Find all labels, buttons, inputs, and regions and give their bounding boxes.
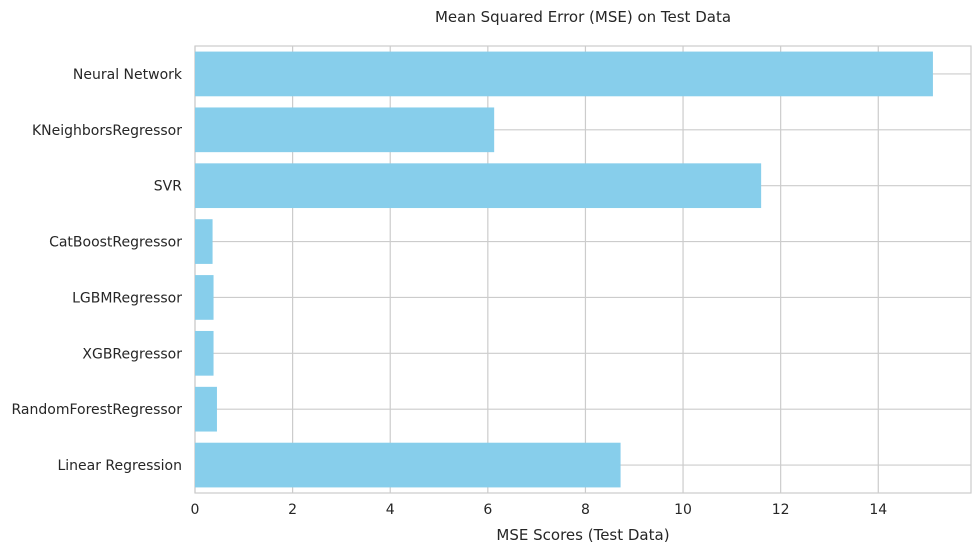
bar — [195, 442, 621, 488]
bar — [195, 107, 495, 153]
x-tick-label: 8 — [581, 502, 590, 518]
x-tick-label: 0 — [191, 502, 200, 518]
y-tick-label: KNeighborsRegressor — [32, 123, 182, 139]
x-tick-label: 12 — [772, 502, 790, 518]
y-tick-labels: Linear Regression RandomForestRegressor XG… — [12, 67, 183, 474]
bar-layer — [195, 51, 933, 488]
bar — [195, 330, 214, 376]
bar — [195, 386, 217, 432]
x-tick-label: 2 — [288, 502, 297, 518]
y-tick-label: SVR — [154, 179, 182, 195]
x-tick-label: 10 — [674, 502, 692, 518]
bar — [195, 275, 214, 320]
y-tick-label: CatBoostRegressor — [49, 235, 182, 251]
y-tick-label: XGBRegressor — [82, 346, 182, 362]
x-tick-label: 6 — [483, 502, 492, 518]
y-tick-label: LGBMRegressor — [72, 290, 182, 306]
y-tick-label: Linear Regression — [57, 458, 182, 474]
bar — [195, 163, 762, 209]
x-tick-labels: 0 2 4 6 8 10 12 14 — [191, 502, 888, 518]
chart-title: Mean Squared Error (MSE) on Test Data — [435, 8, 731, 26]
x-tick-label: 4 — [386, 502, 395, 518]
bar — [195, 219, 213, 264]
x-axis-label: MSE Scores (Test Data) — [496, 526, 669, 544]
bar — [195, 51, 933, 97]
y-tick-label: Neural Network — [73, 67, 183, 83]
y-tick-label: RandomForestRegressor — [12, 402, 183, 418]
x-tick-label: 14 — [869, 502, 887, 518]
